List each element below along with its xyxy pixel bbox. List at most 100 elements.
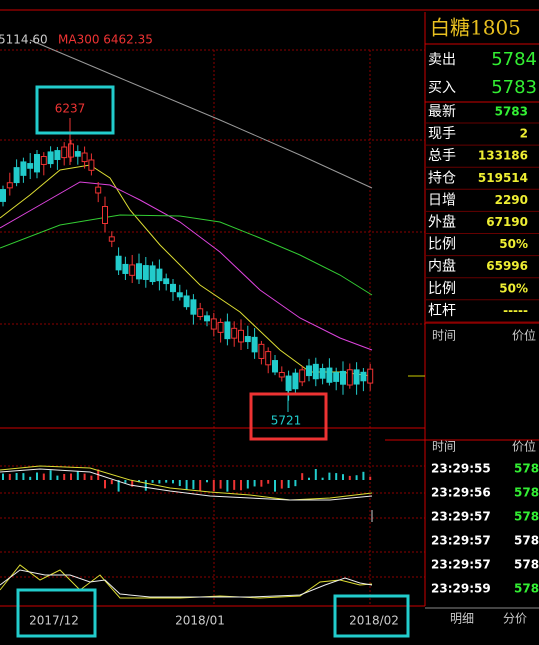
- candle-body: [115, 255, 122, 271]
- volume-bar: [104, 480, 106, 489]
- tick-price: 5784: [514, 558, 539, 572]
- volume-bar: [2, 473, 4, 480]
- tick-time: 23:29:57: [431, 534, 491, 548]
- volume-bar: [206, 480, 208, 483]
- tab[interactable]: 分价: [503, 612, 527, 626]
- ma-line: [0, 181, 373, 351]
- quote-label: 比例: [428, 281, 456, 297]
- volume-bar: [29, 476, 32, 480]
- volume-bar: [185, 480, 188, 490]
- tick-time: 23:29:57: [431, 558, 491, 572]
- volume-bar: [76, 471, 79, 480]
- candle-body: [20, 161, 27, 176]
- volume-bar: [212, 480, 215, 492]
- ma-line: [29, 39, 373, 189]
- volume-bar: [342, 474, 344, 480]
- quote-value: 133186: [478, 149, 528, 163]
- quote-value: 2: [520, 127, 528, 141]
- quote-label: 持仓: [428, 170, 456, 186]
- candle-body: [204, 315, 210, 322]
- volume-bar: [36, 472, 38, 480]
- ma-line: [0, 214, 373, 296]
- high-label: 6237: [55, 102, 86, 116]
- header-price: 价位: [512, 439, 536, 454]
- candle-body: [346, 369, 353, 386]
- candle-body: [81, 152, 88, 163]
- legend-ma: MA300 6462.35: [58, 33, 153, 47]
- tick-time: 23:29:59: [431, 582, 491, 596]
- quote-label: 外盘: [428, 214, 456, 231]
- quote-value: 5783: [495, 105, 528, 119]
- tick-price: 5783: [514, 510, 539, 524]
- quote-label: 现手: [428, 126, 456, 142]
- candle-body: [122, 263, 129, 274]
- volume-bar: [158, 480, 161, 484]
- volume-bar: [362, 471, 365, 480]
- date-label: 2017/12: [29, 614, 79, 628]
- volume-bar: [15, 473, 18, 480]
- volume-bar: [335, 473, 338, 480]
- candle-body: [183, 295, 190, 308]
- volume-bar: [165, 480, 168, 483]
- volume-bar: [22, 473, 25, 480]
- volume-bar: [240, 480, 242, 491]
- candle-body: [142, 265, 149, 280]
- volume-bar: [233, 480, 236, 490]
- volume-bar: [63, 473, 66, 480]
- volume-bar: [117, 480, 120, 492]
- quote-label: 日增: [428, 192, 456, 208]
- candle-body: [27, 163, 34, 169]
- candle-body: [326, 367, 333, 383]
- symbol-title: 白糖1805: [430, 16, 521, 40]
- candle-body: [170, 283, 176, 293]
- candle-body: [244, 336, 251, 343]
- highlight-box: [249, 392, 328, 441]
- volume-bar: [83, 473, 86, 480]
- volume-bar: [144, 480, 147, 491]
- quote-value: 67190: [486, 215, 528, 229]
- candle-body: [340, 370, 346, 385]
- volume-bar: [294, 480, 297, 487]
- candle-body: [319, 368, 326, 379]
- volume-bar: [199, 480, 202, 491]
- candle-body: [34, 154, 40, 173]
- tick-time: 23:29:56: [431, 486, 491, 500]
- volume-bar: [219, 480, 222, 489]
- tick-price: 5784: [514, 534, 539, 548]
- volume-ma: [0, 468, 373, 501]
- volume-bar: [260, 480, 263, 487]
- candle-body: [68, 143, 74, 158]
- candle-body: [272, 360, 278, 373]
- candle-body: [278, 372, 285, 378]
- volume-bar: [56, 475, 59, 480]
- candle-body: [47, 151, 54, 165]
- candle-body: [0, 189, 6, 202]
- quote-value: 50%: [499, 281, 528, 295]
- candle-body: [176, 292, 183, 298]
- header-time: 时间: [432, 329, 456, 343]
- highlight-box: [35, 85, 115, 135]
- volume-bar: [314, 468, 317, 480]
- candle-body: [217, 321, 224, 333]
- volume-bar: [328, 472, 331, 480]
- highlight-box: [16, 588, 97, 638]
- tab[interactable]: 明细: [450, 612, 474, 626]
- volume-bar: [172, 480, 174, 484]
- candle-body: [129, 264, 136, 276]
- volume-bar: [348, 475, 351, 480]
- candle-body: [95, 186, 102, 194]
- volume-bar: [178, 480, 181, 487]
- tick-price: 5783: [514, 486, 539, 500]
- quote-value: 2290: [495, 193, 528, 207]
- volume-bar: [90, 475, 93, 480]
- quote-label: 杠杆: [428, 303, 456, 319]
- candle-body: [333, 372, 340, 382]
- candle-body: [197, 308, 204, 318]
- volume-bar: [226, 480, 229, 492]
- quote-value: 519514: [478, 171, 528, 185]
- candle-body: [74, 151, 81, 157]
- volume-bar: [124, 480, 127, 483]
- bid-price: 5783: [491, 77, 537, 98]
- tick-time: 23:29:55: [431, 462, 491, 476]
